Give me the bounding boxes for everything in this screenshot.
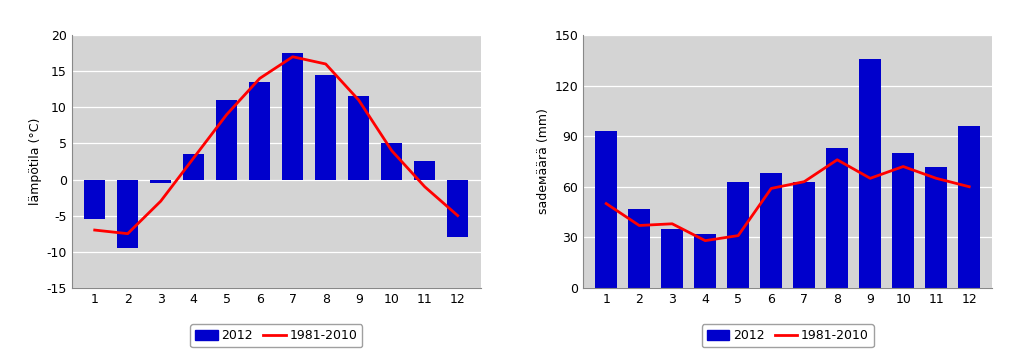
Bar — [414, 161, 436, 179]
Bar — [84, 179, 105, 219]
Bar — [662, 229, 683, 288]
Bar — [959, 126, 980, 288]
Bar — [892, 153, 914, 288]
Bar — [249, 82, 270, 179]
Bar — [315, 75, 337, 179]
Bar — [447, 179, 469, 237]
Bar — [926, 166, 947, 288]
Bar — [183, 154, 205, 179]
Legend: 2012, 1981-2010: 2012, 1981-2010 — [190, 324, 362, 347]
Bar — [595, 131, 617, 288]
Bar — [628, 208, 650, 288]
Bar — [282, 53, 304, 179]
Bar — [727, 182, 749, 288]
Bar — [827, 148, 848, 288]
Y-axis label: lämpötila (°C): lämpötila (°C) — [30, 118, 42, 205]
Y-axis label: sadeмäärä (mm): sadeмäärä (mm) — [537, 108, 550, 214]
Bar — [117, 179, 138, 248]
Bar — [760, 173, 782, 288]
Bar — [150, 179, 172, 183]
Legend: 2012, 1981-2010: 2012, 1981-2010 — [702, 324, 874, 347]
Bar — [695, 234, 716, 288]
Bar — [348, 97, 369, 179]
Bar — [381, 144, 402, 179]
Bar — [216, 100, 237, 179]
Bar — [859, 59, 881, 288]
Bar — [794, 182, 815, 288]
